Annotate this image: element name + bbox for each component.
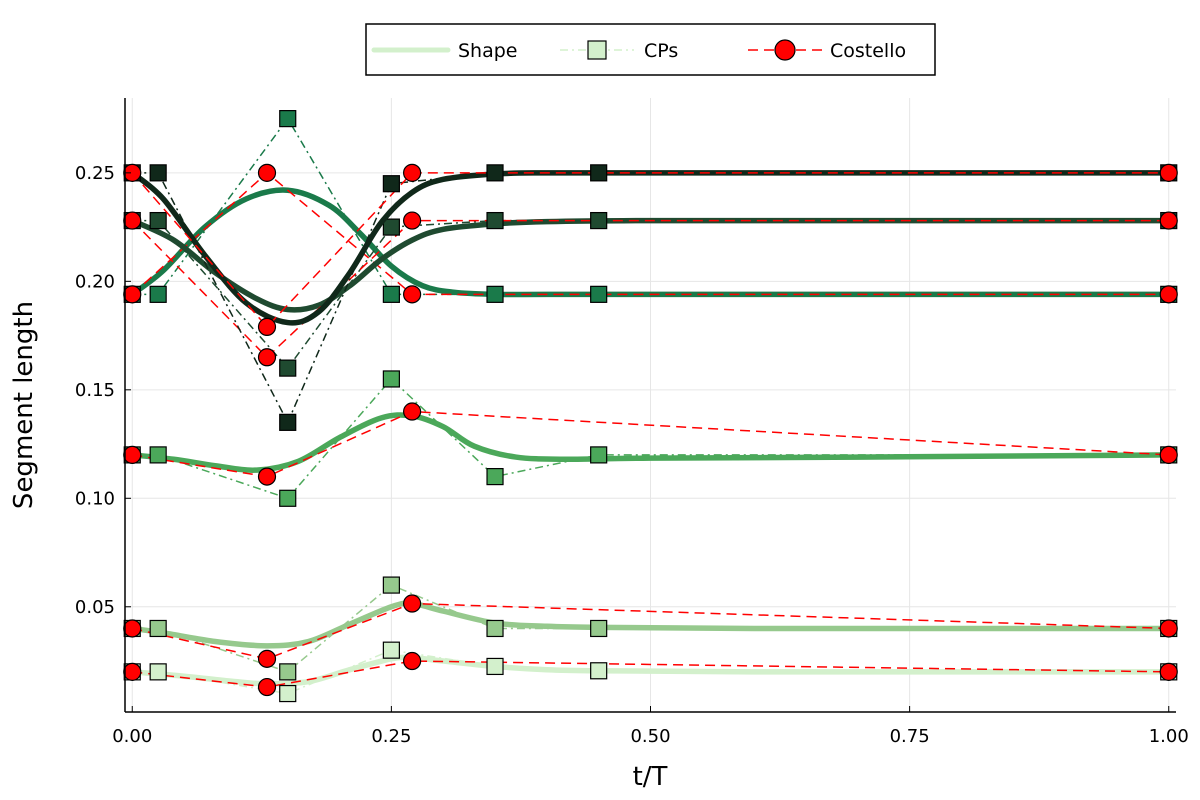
legend-shape-label: Shape — [458, 40, 518, 62]
costello-marker — [123, 445, 142, 465]
cp-marker — [382, 370, 400, 388]
legend-cps-label: CPs — [644, 40, 678, 62]
costello-marker — [1159, 211, 1178, 230]
segment-3 — [123, 370, 1178, 507]
costello-marker — [403, 285, 422, 304]
shape-curve — [129, 217, 1172, 313]
costello-marker — [123, 285, 142, 304]
segment-2 — [123, 576, 1178, 681]
costello-marker — [257, 649, 277, 668]
x-tick-label: 0.00 — [112, 726, 152, 747]
y-tick-label: 0.10 — [75, 488, 115, 509]
cp-marker — [486, 467, 504, 486]
costello-marker — [1159, 662, 1178, 681]
cp-marker — [382, 218, 400, 236]
ticks: 0.00 0.25 0.50 0.75 1.00 0.05 0.10 0.15 0.20 0.25 — [75, 163, 1189, 747]
costello-polyline — [132, 410, 1169, 478]
costello-marker — [123, 619, 142, 638]
cp-marker — [149, 285, 167, 303]
legend-cps-marker — [587, 40, 607, 60]
cp-marker — [279, 663, 297, 681]
costello-polyline — [132, 660, 1169, 688]
costello-polyline — [131, 172, 1169, 329]
costello-marker — [123, 662, 142, 681]
cp-marker — [382, 641, 400, 659]
legend: Shape CPs Costello — [365, 23, 936, 76]
legend-costello-label: Costello — [830, 40, 906, 62]
costello-marker — [257, 677, 277, 697]
cp-marker — [486, 285, 504, 303]
y-tick-label: 0.05 — [75, 597, 115, 618]
cp-marker — [279, 684, 297, 703]
cp-marker — [382, 175, 400, 193]
cp-marker — [149, 446, 167, 464]
cp-marker — [279, 110, 297, 128]
y-tick-label: 0.15 — [75, 380, 115, 401]
x-axis-label: t/T — [633, 762, 668, 792]
costello-marker — [257, 348, 277, 367]
costello-marker — [123, 211, 142, 230]
cp-marker — [149, 164, 167, 182]
cp-marker — [590, 619, 608, 638]
x-tick-label: 0.25 — [371, 726, 411, 747]
costello-marker — [403, 211, 422, 230]
costello-marker — [1159, 285, 1178, 304]
shape-curve — [129, 600, 1172, 649]
cp-marker — [486, 164, 504, 182]
segment-6 — [123, 163, 1178, 431]
legend-costello-marker — [774, 39, 796, 61]
shape-curve — [129, 412, 1172, 473]
costello-marker — [257, 163, 277, 182]
segment-1 — [123, 641, 1178, 703]
y-axis-label: Segment length — [9, 301, 39, 509]
costello-marker — [403, 163, 422, 182]
costello-marker — [403, 402, 422, 421]
segment-4 — [123, 110, 1178, 304]
cp-marker — [590, 164, 608, 182]
costello-marker — [1159, 163, 1178, 182]
costello-polyline — [131, 171, 1169, 296]
cp-marker — [590, 446, 608, 464]
cp-marker — [149, 619, 167, 638]
y-tick-label: 0.20 — [75, 271, 115, 292]
cp-marker — [590, 285, 608, 303]
x-tick-label: 0.50 — [630, 726, 670, 747]
cp-marker — [382, 285, 400, 303]
cp-marker — [279, 413, 297, 431]
cp-marker — [590, 662, 608, 680]
x-tick-label: 0.75 — [890, 726, 930, 747]
series-layer — [123, 110, 1178, 703]
cp-marker — [590, 211, 608, 230]
costello-marker — [403, 594, 422, 613]
cp-marker — [486, 657, 504, 676]
cp-marker — [149, 211, 167, 230]
y-tick-label: 0.25 — [75, 163, 115, 184]
costello-marker — [403, 651, 422, 671]
costello-marker — [1159, 619, 1178, 638]
cp-marker — [279, 489, 297, 507]
cp-marker — [486, 211, 504, 230]
cp-marker — [279, 359, 297, 377]
x-tick-label: 1.00 — [1149, 726, 1189, 747]
cp-marker — [382, 576, 400, 594]
cp-marker — [149, 663, 167, 681]
legend-box — [365, 23, 936, 76]
costello-marker — [123, 163, 142, 182]
costello-marker — [257, 317, 277, 336]
costello-polyline — [132, 602, 1169, 660]
cp-marker — [486, 619, 504, 638]
costello-marker — [1159, 445, 1178, 465]
costello-marker — [257, 467, 277, 486]
